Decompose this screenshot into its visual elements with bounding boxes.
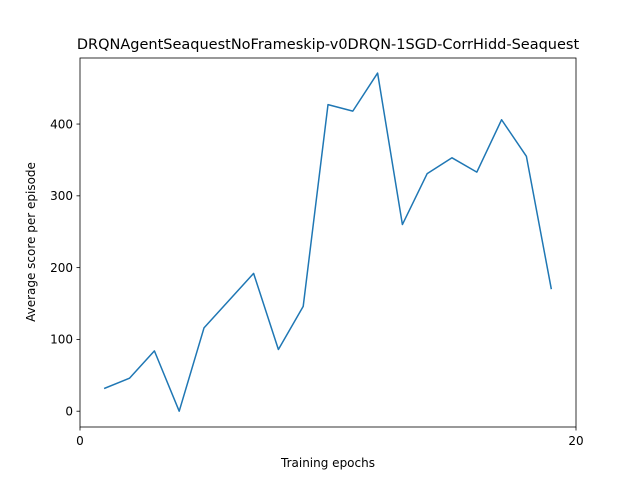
axes-frame	[79, 57, 577, 428]
y-tick-label: 100	[50, 333, 73, 347]
y-axis-label: Average score per episode	[24, 162, 38, 322]
y-tick-label: 300	[50, 189, 73, 203]
y-axis-ticks: 0 100 200 300 400	[50, 117, 80, 419]
x-axis-ticks: 0 20	[76, 427, 584, 448]
x-axis-label: Training epochs	[280, 456, 375, 470]
chart-title: DRQNAgentSeaquestNoFrameskip-v0DRQN-1SGD…	[77, 37, 580, 53]
y-tick-label: 0	[65, 405, 73, 419]
y-tick-label: 400	[50, 117, 73, 131]
series-line-0	[103, 72, 553, 412]
y-tick-label: 200	[50, 261, 73, 275]
plot-area	[79, 57, 577, 428]
x-tick-label: 20	[568, 434, 583, 448]
x-tick-label: 0	[76, 434, 84, 448]
